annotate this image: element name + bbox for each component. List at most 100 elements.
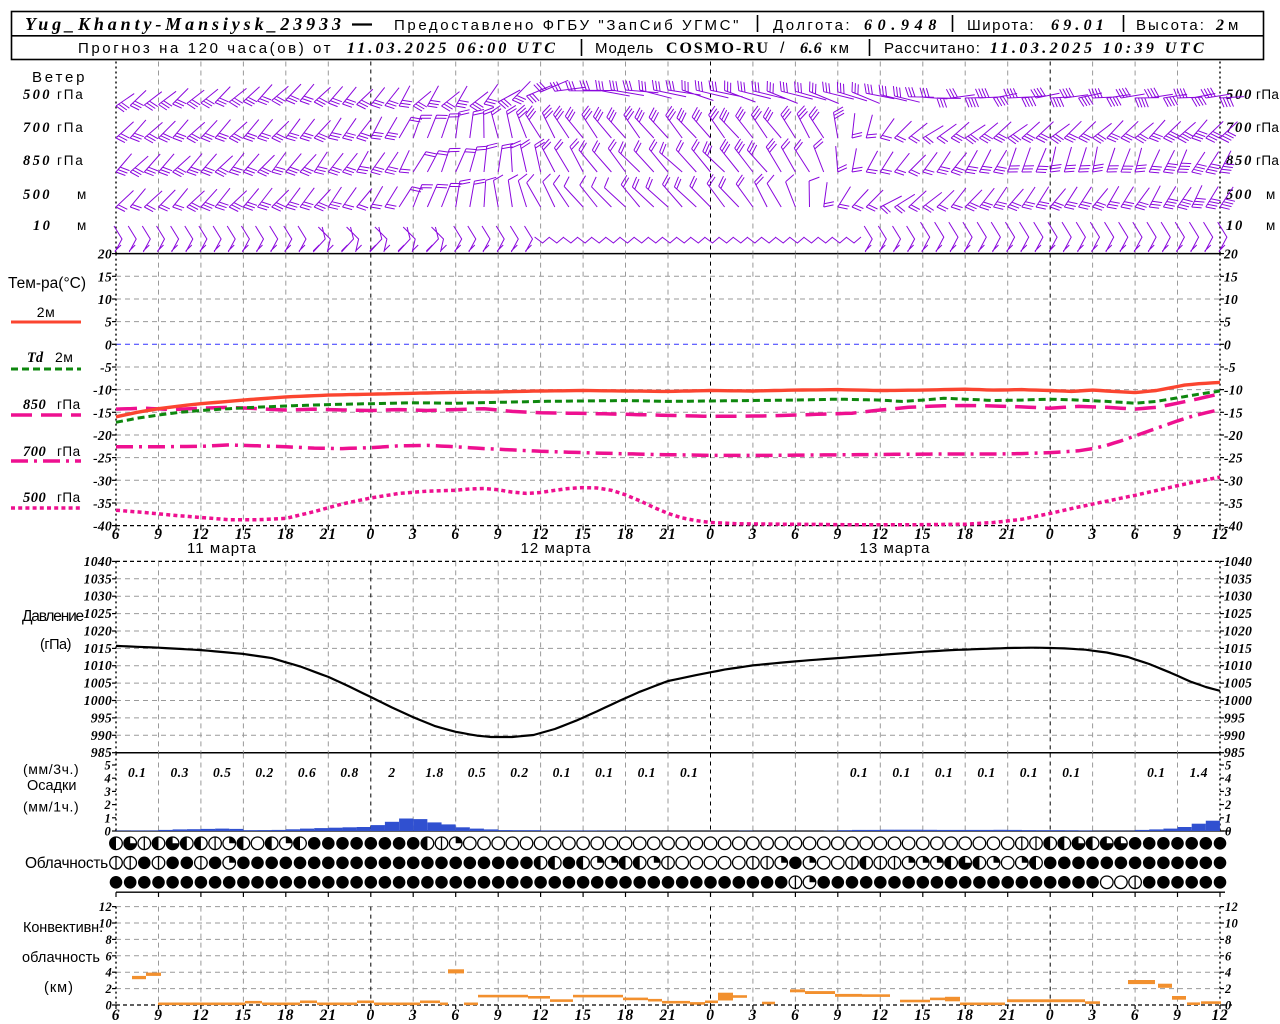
svg-text:18: 18 <box>957 1007 974 1024</box>
svg-text:500: 500 <box>23 490 46 506</box>
svg-text:3: 3 <box>1087 526 1097 543</box>
svg-text:6: 6 <box>451 526 460 543</box>
svg-text:-25: -25 <box>1224 451 1243 466</box>
svg-text:2: 2 <box>103 798 111 812</box>
svg-text:6: 6 <box>451 1007 460 1024</box>
svg-text:Ветер: Ветер <box>32 69 87 86</box>
svg-text:-15: -15 <box>1224 405 1243 420</box>
svg-text:-20: -20 <box>1224 428 1243 443</box>
svg-text:0.8: 0.8 <box>340 765 358 780</box>
svg-text:1035: 1035 <box>1224 571 1252 586</box>
svg-text:700: 700 <box>23 444 46 460</box>
svg-text:9: 9 <box>494 526 503 543</box>
svg-text:(гПа): (гПа) <box>40 637 71 653</box>
svg-text:3: 3 <box>748 1007 758 1024</box>
svg-text:/: / <box>780 40 785 57</box>
svg-text:м: м <box>1266 218 1275 233</box>
svg-text:15: 15 <box>914 526 931 543</box>
svg-text:-40: -40 <box>93 519 112 534</box>
svg-text:0.1: 0.1 <box>935 765 953 780</box>
svg-text:COSMO-RU: COSMO-RU <box>666 40 770 57</box>
svg-text:1040: 1040 <box>1224 554 1252 569</box>
svg-text:2: 2 <box>1224 982 1232 996</box>
svg-text:6: 6 <box>1131 526 1140 543</box>
svg-text:990: 990 <box>1224 728 1245 743</box>
svg-text:1010: 1010 <box>84 658 112 673</box>
svg-text:0: 0 <box>367 1007 376 1024</box>
svg-text:10: 10 <box>98 292 112 307</box>
svg-text:гПа: гПа <box>57 120 85 135</box>
svg-text:18: 18 <box>277 526 294 543</box>
svg-text:11 марта: 11 марта <box>187 540 257 557</box>
svg-text:6: 6 <box>791 526 800 543</box>
svg-text:8: 8 <box>1225 933 1232 947</box>
svg-text:4: 4 <box>1224 772 1232 786</box>
svg-text:гПа: гПа <box>57 397 81 412</box>
svg-text:995: 995 <box>91 710 112 725</box>
svg-text:-30: -30 <box>1224 473 1243 488</box>
svg-text:9: 9 <box>154 526 163 543</box>
svg-text:0.2: 0.2 <box>510 765 528 780</box>
svg-text:9: 9 <box>834 1007 843 1024</box>
svg-text:985: 985 <box>91 745 112 760</box>
svg-text:-15: -15 <box>93 405 112 420</box>
svg-text:500: 500 <box>1226 187 1253 203</box>
svg-text:10: 10 <box>99 917 113 931</box>
svg-text:6: 6 <box>791 1007 800 1024</box>
svg-text:21: 21 <box>998 526 1016 543</box>
svg-text:Облачность: Облачность <box>25 855 108 872</box>
svg-text:18: 18 <box>277 1007 294 1024</box>
svg-text:0: 0 <box>1046 1007 1055 1024</box>
svg-text:18: 18 <box>957 526 974 543</box>
svg-text:-35: -35 <box>93 496 112 511</box>
svg-text:9: 9 <box>154 1007 163 1024</box>
svg-text:0.1: 0.1 <box>553 765 571 780</box>
svg-text:1005: 1005 <box>84 676 112 691</box>
svg-text:5: 5 <box>105 315 112 330</box>
svg-text:12: 12 <box>99 900 112 914</box>
svg-text:6.6: 6.6 <box>800 40 822 57</box>
svg-text:10: 10 <box>1226 218 1244 234</box>
svg-text:21: 21 <box>658 526 676 543</box>
svg-text:12: 12 <box>1211 1007 1228 1024</box>
svg-text:Осадки: Осадки <box>27 778 77 794</box>
svg-text:1: 1 <box>1225 811 1232 825</box>
svg-text:Модель: Модель <box>595 40 654 57</box>
svg-text:1030: 1030 <box>1224 589 1252 604</box>
svg-text:0.1: 0.1 <box>128 765 146 780</box>
svg-text:6: 6 <box>112 1007 121 1024</box>
svg-text:0.1: 0.1 <box>892 765 910 780</box>
svg-text:-10: -10 <box>1224 383 1243 398</box>
svg-text:гПа: гПа <box>57 87 85 102</box>
svg-text:гПа: гПа <box>1256 87 1279 102</box>
svg-text:0: 0 <box>367 526 376 543</box>
svg-text:0.6: 0.6 <box>298 765 316 780</box>
svg-text:10: 10 <box>1224 292 1238 307</box>
svg-text:-5: -5 <box>1224 360 1236 375</box>
svg-text:5: 5 <box>1225 759 1232 773</box>
svg-text:м: м <box>1228 17 1238 34</box>
svg-text:69.01: 69.01 <box>1051 17 1108 34</box>
svg-text:995: 995 <box>1224 710 1245 725</box>
svg-text:гПа: гПа <box>57 490 81 505</box>
svg-text:2: 2 <box>1215 17 1224 34</box>
svg-text:3: 3 <box>408 526 418 543</box>
svg-text:0.1: 0.1 <box>1062 765 1080 780</box>
svg-text:0.1: 0.1 <box>680 765 698 780</box>
svg-text:3: 3 <box>103 785 111 799</box>
svg-text:850: 850 <box>23 153 52 169</box>
svg-text:5: 5 <box>104 759 111 773</box>
svg-text:0.3: 0.3 <box>171 765 189 780</box>
svg-text:60.948: 60.948 <box>864 17 942 34</box>
svg-text:гПа: гПа <box>1256 120 1279 135</box>
svg-text:21: 21 <box>319 526 337 543</box>
svg-text:Высота:: Высота: <box>1136 17 1206 34</box>
svg-text:20: 20 <box>97 247 112 262</box>
svg-text:21: 21 <box>658 1007 676 1024</box>
svg-text:2: 2 <box>387 765 395 780</box>
svg-text:2: 2 <box>1224 798 1232 812</box>
svg-text:3: 3 <box>1087 1007 1097 1024</box>
svg-text:500: 500 <box>23 87 52 103</box>
svg-text:м: м <box>77 187 86 202</box>
svg-text:18: 18 <box>617 526 634 543</box>
